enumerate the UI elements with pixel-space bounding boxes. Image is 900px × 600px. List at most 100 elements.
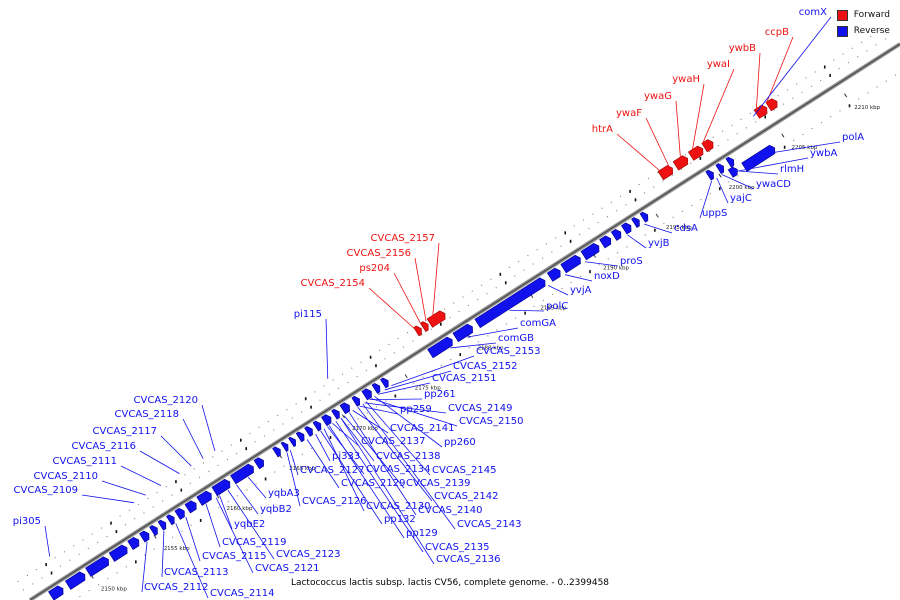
feature-dot: [97, 584, 100, 586]
feature-dot: [582, 219, 585, 221]
feature-dot: [731, 124, 733, 126]
gene-label-ccpb: ccpB: [765, 27, 789, 38]
feature-dot: [453, 302, 455, 304]
feature-dot: [838, 68, 840, 70]
feature-dot: [413, 382, 415, 384]
gene-label-cvcas_2129: CVCAS_2129: [341, 478, 405, 489]
forward-gene-block: [701, 139, 714, 153]
feature-dot: [830, 116, 832, 118]
leader-line: [357, 406, 433, 502]
feature-dot: [545, 243, 547, 245]
leader-line: [738, 157, 809, 172]
reverse-gene-block: [211, 478, 231, 497]
leader-line: [644, 223, 673, 234]
feature-dot: [654, 228, 656, 232]
leader-line: [101, 480, 146, 496]
feature-dot: [653, 186, 655, 188]
reverse-gene-block: [621, 222, 632, 235]
forward-gene-block: [753, 104, 768, 119]
reverse-gene-block: [196, 490, 212, 506]
feature-dot: [286, 409, 288, 411]
gene-label-yvja: yvjA: [570, 285, 592, 296]
feature-dot: [258, 426, 260, 428]
feature-dot: [560, 245, 562, 247]
reverse-gene-block: [639, 211, 649, 223]
feature-dot: [532, 263, 534, 265]
feature-dot: [357, 418, 359, 420]
legend: Forward Reverse: [836, 7, 890, 39]
feature-dot: [486, 293, 488, 295]
feature-dot: [376, 406, 378, 408]
gene-label-cvcas_2110: CVCAS_2110: [34, 471, 98, 482]
feature-dot: [820, 122, 823, 124]
feature-dot: [91, 533, 93, 535]
tick-mark: [341, 414, 345, 419]
leader-line: [120, 465, 162, 486]
gene-label-cvcas_2127: CVCAS_2127: [300, 465, 364, 476]
gene-label-yqbb2: yqbB2: [260, 504, 292, 515]
feature-dot: [54, 557, 56, 559]
feature-dot: [480, 284, 483, 286]
tick-label: 2160 kbp: [226, 506, 252, 512]
reverse-gene-block: [127, 537, 140, 550]
feature-dot: [304, 397, 307, 401]
feature-dot: [524, 311, 526, 315]
gene-label-comga: comGA: [520, 318, 556, 329]
tick-mark: [718, 173, 722, 178]
feature-dot: [36, 569, 38, 571]
feature-dot: [226, 458, 228, 461]
feature-dot: [172, 536, 174, 538]
feature-dot: [249, 432, 251, 434]
feature-dot: [579, 276, 582, 278]
leader-line: [201, 404, 216, 452]
feature-dot: [690, 162, 692, 164]
reverse-gene-block: [580, 243, 600, 261]
feature-dot: [282, 423, 284, 425]
feature-dot: [561, 287, 563, 290]
feature-dot: [190, 524, 192, 526]
gene-label-yqbe2: yqbE2: [234, 519, 265, 530]
feature-dot: [180, 488, 183, 492]
genome-caption: Lactococcus lactis subsp. lactis CV56, c…: [290, 578, 610, 588]
feature-dot: [124, 524, 126, 526]
feature-dot: [97, 541, 99, 544]
feature-dot: [116, 572, 118, 574]
reverse-gene-block: [321, 414, 332, 427]
feature-dot: [255, 483, 257, 485]
forward-gene-block: [687, 145, 704, 161]
feature-dot: [601, 207, 603, 209]
feature-dot: [740, 118, 742, 120]
tick-mark: [404, 374, 408, 379]
feature-dot: [709, 193, 711, 195]
feature-dot: [477, 341, 480, 343]
feature-dot: [718, 145, 720, 147]
feature-dot: [851, 47, 853, 49]
feature-dot: [839, 110, 841, 112]
feature-dot: [360, 361, 362, 363]
feature-dot: [41, 577, 43, 579]
gene-label-cvcas_2150: CVCAS_2150: [459, 416, 523, 427]
feature-dot: [810, 85, 812, 87]
feature-dot: [861, 41, 863, 43]
feature-dot: [777, 95, 779, 97]
feature-dot: [217, 464, 219, 466]
leader-line: [701, 68, 735, 145]
tick-mark: [844, 93, 848, 98]
reverse-gene-block: [705, 169, 714, 181]
feature-dot: [527, 255, 529, 257]
feature-dot: [663, 222, 665, 224]
forward-gene-block: [426, 310, 446, 328]
gene-label-cvcas_2134: CVCAS_2134: [366, 464, 430, 475]
reverse-legend-label: Reverse: [853, 26, 890, 36]
feature-dot: [332, 379, 334, 381]
gene-label-cvcas_2152: CVCAS_2152: [453, 361, 517, 372]
feature-dot: [598, 264, 600, 266]
forward-legend-label: Forward: [853, 10, 890, 20]
feature-dot: [348, 424, 350, 426]
feature-dot: [745, 127, 748, 129]
feature-dot: [712, 136, 714, 138]
feature-dot: [26, 574, 28, 577]
leader-line: [306, 439, 340, 489]
